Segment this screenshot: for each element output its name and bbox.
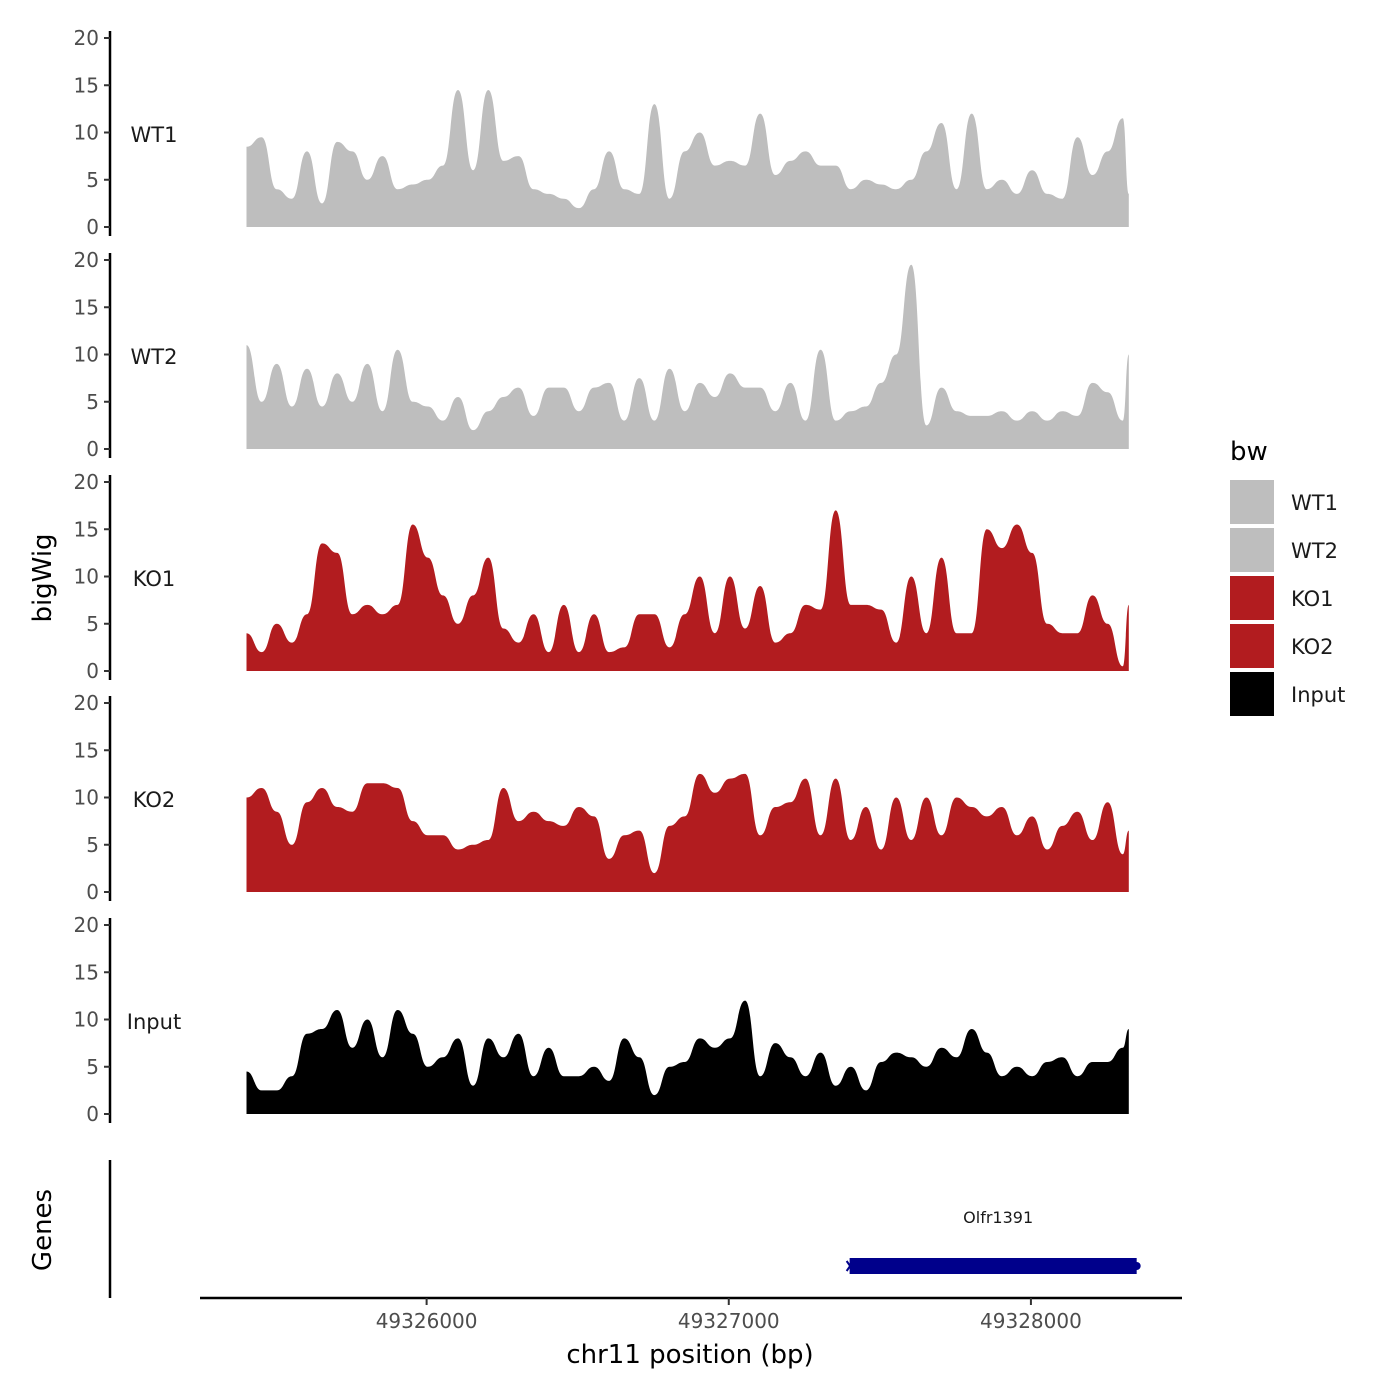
y-tick-label: 5 (86, 1055, 99, 1079)
track-label: KO1 (133, 567, 176, 591)
track-label: Input (127, 1010, 181, 1034)
area-ko2 (246, 773, 1129, 892)
y-tick-label: 15 (74, 73, 99, 97)
gene-label: Olfr1391 (963, 1208, 1033, 1227)
y-tick-label: 5 (86, 390, 99, 414)
y-tick-label: 10 (74, 565, 99, 589)
track-label: WT2 (131, 345, 178, 369)
x-tick-label: 49327000 (678, 1309, 780, 1333)
y-tick-label: 20 (74, 470, 99, 494)
track-label: WT1 (131, 123, 178, 147)
x-axis: 49326000 49327000 49328000 (200, 1296, 1182, 1333)
y-tick-label: 15 (74, 738, 99, 762)
legend-label: KO1 (1291, 587, 1334, 611)
area-input (246, 1000, 1129, 1114)
x-axis-title: chr11 position (bp) (566, 1340, 813, 1370)
track-ko2: 0 5 10 15 20 KO2 (74, 691, 1129, 904)
legend-swatch (1230, 672, 1274, 716)
y-tick-label: 5 (86, 168, 99, 192)
y-tick-label: 0 (86, 880, 99, 904)
gene-strand-marker (845, 1260, 855, 1272)
y-axis-title: bigWig (28, 533, 58, 622)
track-label: KO2 (133, 788, 176, 812)
y-tick-label: 5 (86, 833, 99, 857)
signal-tracks: 0 5 10 15 20 WT1 0 5 10 15 20 WT2 0 5 10 15 20 KO1 0 5 10 15 2… (74, 26, 1129, 1126)
y-tick-label: 20 (74, 26, 99, 50)
y-tick-label: 10 (74, 1008, 99, 1032)
y-tick-label: 0 (86, 437, 99, 461)
y-tick-label: 15 (74, 295, 99, 319)
track-ko1: 0 5 10 15 20 KO1 (74, 470, 1129, 683)
legend-swatch (1230, 480, 1274, 524)
y-tick-label: 0 (86, 659, 99, 683)
gene-body (849, 1258, 1137, 1274)
legend-label: WT1 (1291, 491, 1338, 515)
y-tick-label: 0 (86, 215, 99, 239)
y-tick-label: 0 (86, 1102, 99, 1126)
y-tick-label: 20 (74, 913, 99, 937)
y-tick-label: 15 (74, 517, 99, 541)
track-input: 0 5 10 15 20 Input (74, 913, 1129, 1126)
legend-label: Input (1291, 683, 1345, 707)
track-wt1: 0 5 10 15 20 WT1 (74, 26, 1129, 239)
x-tick-label: 49328000 (980, 1309, 1082, 1333)
genes-panel: Olfr1391 (108, 1160, 1141, 1298)
legend-label: KO2 (1291, 635, 1334, 659)
y-tick-label: 10 (74, 121, 99, 145)
y-tick-label: 20 (74, 248, 99, 272)
legend-swatch (1230, 528, 1274, 572)
legend-label: WT2 (1291, 539, 1338, 563)
legend: bw WT1 WT2 KO1 KO2 Input (1230, 437, 1345, 716)
y-tick-label: 10 (74, 786, 99, 810)
legend-swatch (1230, 576, 1274, 620)
y-tick-label: 5 (86, 612, 99, 636)
area-wt2 (246, 264, 1129, 449)
area-wt1 (246, 90, 1129, 227)
track-wt2: 0 5 10 15 20 WT2 (74, 248, 1129, 461)
gene-end-marker (1132, 1262, 1141, 1270)
y-tick-label: 10 (74, 343, 99, 367)
legend-swatch (1230, 624, 1274, 668)
legend-title: bw (1230, 437, 1268, 467)
x-tick-label: 49326000 (376, 1309, 478, 1333)
y-tick-label: 15 (74, 960, 99, 984)
y-tick-label: 20 (74, 691, 99, 715)
area-ko1 (246, 510, 1129, 671)
genes-axis-title: Genes (28, 1189, 58, 1271)
